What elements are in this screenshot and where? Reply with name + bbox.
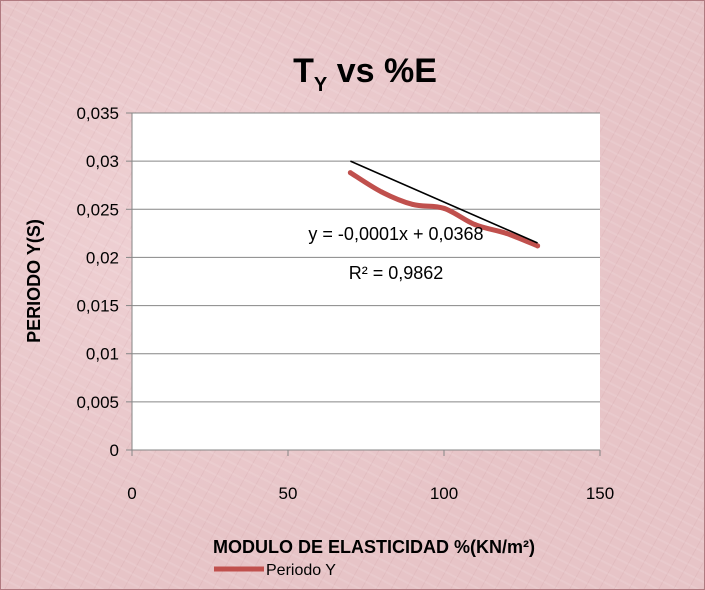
y-axis-title: PERIODO Y(S)	[24, 219, 44, 343]
x-tick-label: 100	[430, 484, 458, 503]
data-point	[379, 189, 385, 195]
chart-title-rest: vs %E	[327, 52, 437, 90]
x-tick-label: 150	[586, 484, 614, 503]
x-tick-label: 0	[127, 484, 136, 503]
plot-area	[132, 113, 600, 450]
x-axis-title: MODULO DE ELASTICIDAD %(KN/m²)	[213, 537, 535, 557]
y-tick-label: 0,005	[76, 393, 119, 412]
chart-title: TY vs %E	[293, 52, 437, 96]
y-tick-label: 0	[110, 441, 119, 460]
data-point	[441, 205, 447, 211]
y-tick-label: 0,02	[86, 248, 119, 267]
trendline	[350, 160, 538, 244]
data-point	[535, 243, 541, 249]
gridlines	[132, 112, 600, 403]
chart-title-subscript: Y	[314, 74, 328, 96]
data-point	[503, 230, 509, 236]
y-tick-label: 0,01	[86, 345, 119, 364]
chart-title-main: T	[293, 52, 314, 90]
data-point	[347, 170, 353, 176]
y-tick-label: 0,03	[86, 152, 119, 171]
legend-label: Periodo Y	[266, 562, 336, 579]
x-tick-labels: 0 50 100 150	[127, 484, 614, 503]
data-point	[410, 201, 416, 207]
series-layer	[347, 160, 541, 249]
tick-marks	[126, 112, 601, 456]
y-tick-label: 0,015	[76, 297, 119, 316]
y-tick-label: 0,025	[76, 200, 119, 219]
data-point	[472, 222, 478, 228]
x-tick-label: 50	[279, 484, 298, 503]
y-tick-label: 0,035	[76, 104, 119, 123]
y-tick-labels: 0 0,005 0,01 0,015 0,02 0,025 0,03 0,035	[76, 104, 119, 460]
trendline-equation: y = -0,0001x + 0,0368	[308, 224, 483, 244]
trendline-r2: R² = 0,9862	[349, 263, 444, 283]
